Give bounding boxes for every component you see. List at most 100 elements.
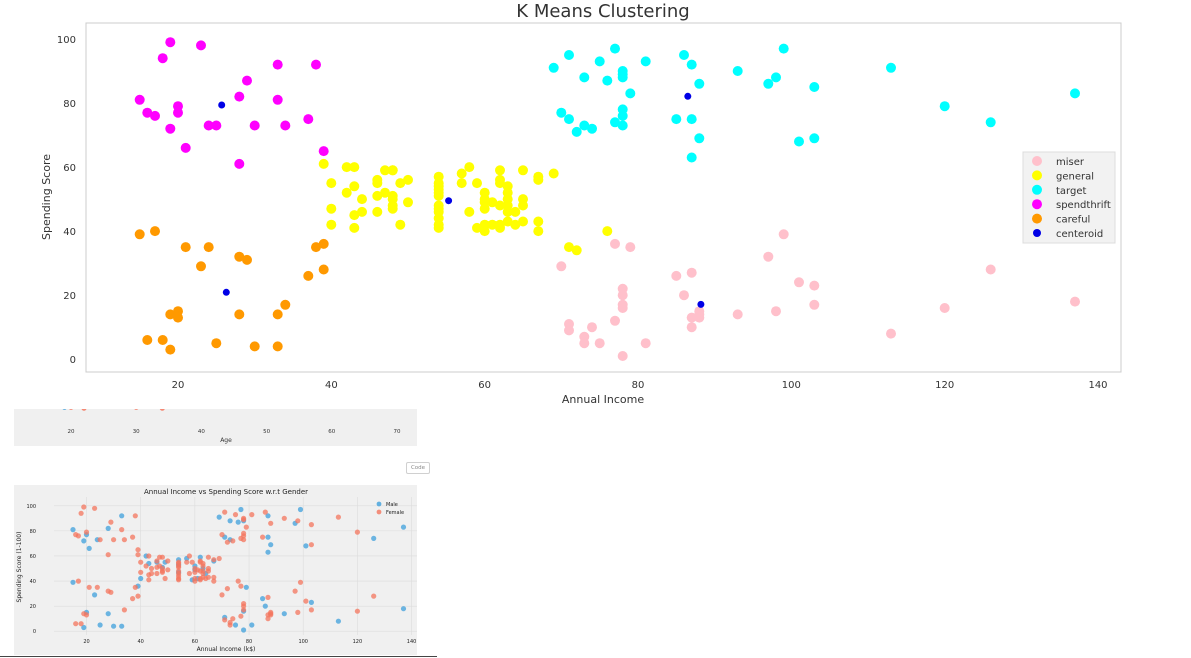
gender-point-female [108, 519, 114, 525]
kmeans-point-spendthrift [165, 123, 176, 134]
gender-point-female [130, 596, 136, 602]
kmeans-point-careful [280, 299, 291, 310]
kmeans-point-miser [617, 303, 628, 313]
gender-point-male [70, 579, 76, 585]
gender-figure-bg [14, 485, 417, 655]
gender-point-female [138, 569, 144, 575]
gender-y-tick-label: 60 [30, 554, 36, 560]
gender-point-female [78, 621, 84, 627]
gender-point-female [135, 547, 141, 553]
gender-point-male [400, 606, 407, 612]
kmeans-point-miser [778, 229, 789, 240]
kmeans-point-careful [272, 341, 283, 352]
kmeans-point-general [433, 222, 444, 233]
kmeans-legend-marker-miser [1032, 156, 1042, 166]
gender-point-female [224, 586, 230, 592]
gender-point-female [132, 513, 138, 519]
kmeans-point-spendthrift [280, 120, 291, 131]
kmeans-y-tick-label: 40 [63, 227, 76, 238]
gender-point-female [138, 559, 144, 565]
kmeans-point-general [433, 190, 444, 201]
kmeans-point-general [487, 197, 498, 208]
kmeans-point-careful [165, 309, 176, 320]
kmeans-x-tick-label: 120 [935, 380, 954, 391]
kmeans-point-spendthrift [157, 53, 168, 64]
kmeans-point-general [357, 194, 367, 205]
gender-point-male [138, 575, 144, 582]
gender-point-male [297, 506, 304, 513]
gender-point-female [268, 611, 274, 617]
kmeans-point-miser [809, 299, 820, 310]
gender-x-tick-label: 20 [83, 639, 89, 645]
kmeans-point-target [564, 50, 574, 60]
gender-point-female [176, 564, 182, 570]
kmeans-point-general [403, 174, 413, 185]
kmeans-point-miser [564, 325, 574, 336]
kmeans-point-general [571, 245, 582, 256]
gender-point-female [86, 584, 92, 590]
age-points [62, 409, 165, 411]
kmeans-point-target [571, 126, 582, 137]
kmeans-point-target [625, 88, 636, 99]
gender-point-female [205, 554, 211, 560]
gender-point-female [73, 621, 79, 627]
kmeans-y-tick-label: 100 [57, 35, 76, 46]
gender-point-female [200, 568, 206, 574]
kmeans-point-general [395, 178, 406, 189]
kmeans-point-miser [610, 315, 620, 326]
age-x-tick-label: 50 [263, 429, 270, 435]
kmeans-point-miser [939, 303, 950, 313]
gender-point-female [222, 617, 228, 623]
gender-x-tick-label: 120 [353, 639, 363, 645]
kmeans-point-spendthrift [173, 101, 183, 112]
gender-point-female [230, 616, 236, 622]
kmeans-point-spendthrift [272, 59, 283, 70]
kmeans-point-careful [318, 264, 329, 275]
gender-point-female [235, 578, 241, 584]
kmeans-point-miser [587, 322, 597, 333]
gender-point-female [135, 552, 141, 558]
kmeans-point-miser [809, 280, 820, 291]
gender-point-female [354, 529, 360, 535]
gender-point-male [119, 513, 125, 519]
gender-point-female [354, 608, 360, 614]
kmeans-point-careful [318, 238, 329, 249]
kmeans-point-general [395, 219, 406, 230]
kmeans-point-miser [671, 270, 682, 281]
kmeans-point-centeroid [218, 101, 226, 109]
kmeans-point-spendthrift [311, 59, 321, 70]
gender-point-female [132, 584, 138, 590]
kmeans-point-general [372, 206, 383, 217]
kmeans-point-general [387, 203, 398, 214]
gender-grid [54, 497, 417, 635]
kmeans-y-tick-label: 20 [63, 291, 76, 302]
kmeans-point-miser [771, 306, 781, 317]
kmeans-point-miser [617, 290, 628, 301]
kmeans-point-miser [694, 309, 705, 320]
kmeans-point-spendthrift [180, 142, 191, 153]
kmeans-point-general [495, 200, 505, 211]
gender-point-female [165, 558, 171, 564]
kmeans-point-general [518, 165, 528, 176]
gender-point-male [81, 538, 87, 544]
age-point-female [81, 409, 87, 411]
code-toggle-button[interactable]: Code [406, 462, 430, 474]
gender-point-male [227, 518, 233, 524]
kmeans-point-target [587, 123, 597, 134]
kmeans-point-careful [242, 254, 252, 265]
gender-point-female [130, 534, 136, 540]
gender-point-male [70, 527, 76, 533]
kmeans-point-general [403, 197, 413, 208]
kmeans-point-general [349, 222, 360, 233]
kmeans-point-general [548, 168, 559, 179]
kmeans-point-miser [794, 277, 804, 288]
kmeans-point-general [564, 242, 574, 253]
kmeans-point-general [495, 219, 505, 230]
gender-point-female [219, 592, 225, 598]
gender-point-female [186, 570, 192, 577]
gender-point-male [216, 514, 222, 520]
gender-point-male [260, 596, 266, 602]
gender-point-male [371, 535, 377, 541]
kmeans-point-general [502, 200, 513, 211]
kmeans-point-careful [211, 338, 222, 349]
